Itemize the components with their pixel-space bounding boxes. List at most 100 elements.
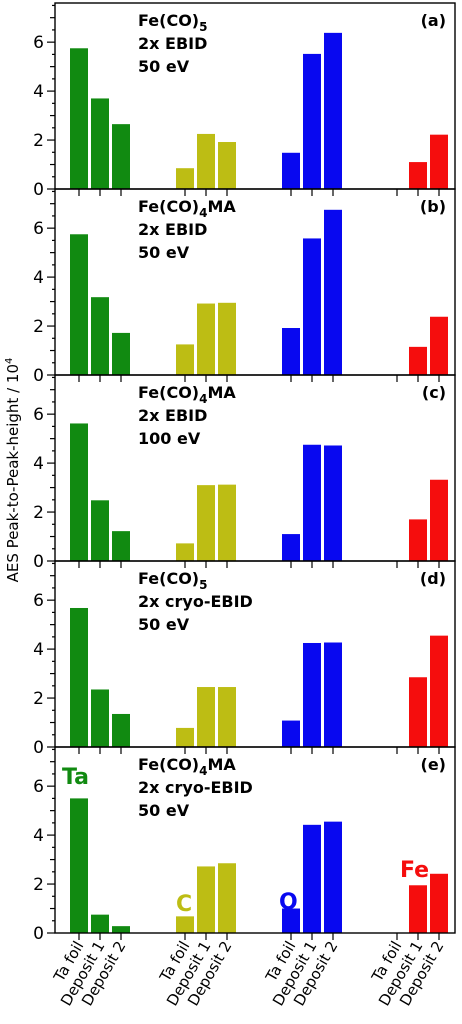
y-tick-label: 2 (33, 131, 44, 151)
bar-fe-3 (430, 479, 448, 561)
y-tick-label: 0 (33, 366, 44, 386)
panel-tag: (d) (420, 569, 446, 588)
y-tick-label: 0 (33, 738, 44, 758)
bar-o-1 (282, 328, 300, 375)
bar-c-1 (176, 344, 194, 375)
panel-title-line: 50 eV (138, 243, 190, 262)
bar-ta-1 (70, 234, 88, 375)
element-label-c: C (176, 892, 192, 917)
y-tick-label: 4 (33, 82, 44, 102)
element-label-ta: Ta (62, 765, 89, 790)
y-tick-label: 2 (33, 317, 44, 337)
bar-fe-3 (430, 134, 448, 189)
bar-ta-2 (91, 500, 109, 561)
y-tick-label: 2 (33, 503, 44, 523)
y-tick-label: 4 (33, 454, 44, 474)
bar-o-3 (324, 445, 342, 561)
bar-fe-2 (409, 519, 427, 561)
bar-o-2 (303, 824, 321, 933)
bar-o-3 (324, 821, 342, 933)
bar-fe-2 (409, 885, 427, 933)
y-axis-label: AES Peak-to-Peak-height / 104 (4, 358, 22, 583)
panel-d: 0 2 4 6 Fe(CO)52x cryo-EBID 50 eV (d) (33, 560, 456, 758)
bar-o-2 (303, 444, 321, 561)
panel-title-line: 2x EBID (138, 220, 207, 239)
bar-o-2 (303, 53, 321, 190)
y-tick-label: 0 (33, 924, 44, 944)
bar-o-3 (324, 209, 342, 375)
bar-ta-1 (70, 607, 88, 747)
panel-title-line: 2x EBID (138, 406, 207, 425)
bar-o-1 (282, 152, 300, 189)
bar-c-2 (197, 303, 215, 375)
panel-title-line: Fe(CO)4MA (138, 197, 236, 220)
bar-fe-3 (430, 873, 448, 933)
bar-o-1 (282, 720, 300, 747)
element-label-o: O (279, 890, 298, 915)
panel-tag: (e) (421, 755, 446, 774)
panel-title-line: Fe(CO)4MA (138, 383, 236, 406)
bar-ta-3 (112, 926, 130, 933)
y-tick-label: 4 (33, 268, 44, 288)
y-tick-label: 4 (33, 826, 44, 846)
bar-c-2 (197, 687, 215, 747)
bar-o-3 (324, 32, 342, 189)
y-tick-label: 2 (33, 875, 44, 895)
panel-title-line: 50 eV (138, 615, 190, 634)
bar-ta-3 (112, 531, 130, 561)
panel-title-line: 100 eV (138, 429, 201, 448)
bar-ta-1 (70, 48, 88, 189)
bar-o-1 (282, 534, 300, 561)
panel-title-line: 50 eV (138, 57, 190, 76)
bar-c-2 (197, 133, 215, 189)
panel-a: 0 2 4 6 Fe(CO)52x EBID 50 eV (a) (33, 2, 456, 200)
bar-fe-3 (430, 316, 448, 375)
bar-ta-3 (112, 713, 130, 747)
panel-title-line: Fe(CO)4MA (138, 755, 236, 778)
bar-fe-3 (430, 635, 448, 747)
bar-c-1 (176, 168, 194, 189)
bar-c-1 (176, 543, 194, 561)
y-tick-label: 6 (33, 591, 44, 611)
bar-ta-1 (70, 798, 88, 933)
bar-ta-2 (91, 98, 109, 189)
panel-frame (54, 746, 456, 934)
y-tick-label: 6 (33, 33, 44, 53)
bar-o-1 (282, 908, 300, 933)
bar-o-2 (303, 642, 321, 747)
y-tick-label: 4 (33, 640, 44, 660)
bar-c-3 (218, 687, 236, 747)
bar-fe-2 (409, 677, 427, 747)
bar-fe-2 (409, 162, 427, 189)
y-tick-label: 0 (33, 180, 44, 200)
bar-ta-2 (91, 689, 109, 747)
bar-o-2 (303, 238, 321, 375)
bar-o-3 (324, 642, 342, 747)
bar-ta-3 (112, 124, 130, 189)
y-tick-label: 2 (33, 689, 44, 709)
panel-title-line: 2x cryo-EBID (138, 778, 253, 797)
bar-ta-2 (91, 297, 109, 375)
bar-c-2 (197, 866, 215, 933)
bar-c-1 (176, 916, 194, 933)
bar-c-2 (197, 485, 215, 561)
bar-ta-1 (70, 423, 88, 561)
y-tick-label: 6 (33, 219, 44, 239)
y-tick-label: 0 (33, 552, 44, 572)
panel-title-line: 2x EBID (138, 34, 207, 53)
element-label-fe: Fe (400, 858, 429, 883)
bar-c-3 (218, 484, 236, 561)
panel-title-line: 50 eV (138, 801, 190, 820)
y-tick-label: 6 (33, 777, 44, 797)
bar-ta-2 (91, 914, 109, 933)
bar-ta-3 (112, 332, 130, 375)
panel-title-line: 2x cryo-EBID (138, 592, 253, 611)
panel-tag: (a) (421, 11, 446, 30)
bar-fe-2 (409, 346, 427, 375)
panel-tag: (c) (422, 383, 446, 402)
panel-title-line: Fe(CO)5 (138, 11, 207, 34)
